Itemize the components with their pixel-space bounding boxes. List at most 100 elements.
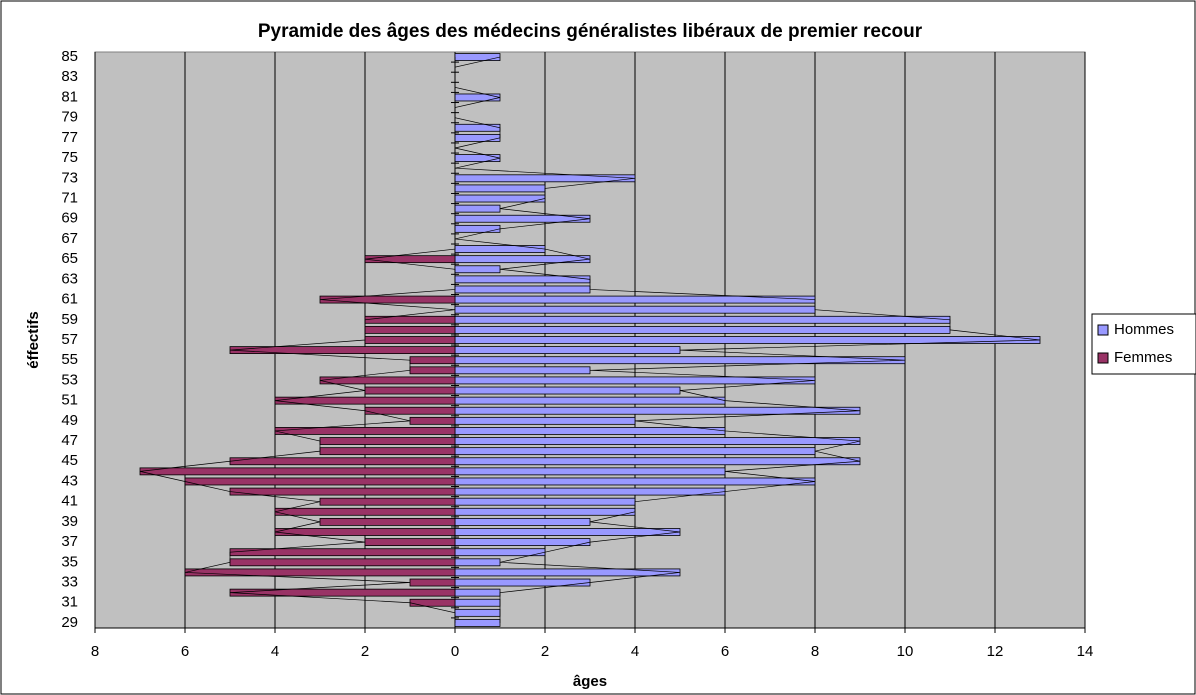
bar [454, 427, 726, 435]
bar [409, 598, 456, 607]
bar [454, 346, 681, 355]
series-line [139, 57, 456, 623]
bar [454, 619, 501, 627]
y-tick-label: 75 [61, 149, 78, 166]
bar [454, 487, 726, 496]
bar [454, 548, 546, 557]
series-line [454, 56, 1041, 623]
x-tick-label: 2 [361, 643, 369, 660]
y-tick-label: 41 [61, 493, 78, 510]
bar [274, 507, 456, 516]
bar [454, 123, 501, 132]
bar [409, 578, 456, 587]
x-tick-label: 14 [1077, 643, 1094, 660]
y-tick-label: 81 [61, 88, 78, 105]
y-tick-label: 35 [61, 553, 78, 570]
bar [229, 487, 456, 496]
bar [319, 295, 456, 304]
bar [454, 396, 726, 405]
bar [364, 386, 456, 395]
bar [454, 184, 546, 193]
bar [454, 477, 816, 486]
bar [364, 315, 456, 324]
bar [364, 336, 456, 344]
y-tick-label: 43 [61, 472, 78, 489]
y-tick-label: 37 [61, 533, 78, 550]
y-tick-label: 29 [61, 614, 78, 631]
legend-label: Hommes [1114, 321, 1174, 338]
legend-swatch [1097, 324, 1109, 336]
bar [454, 366, 591, 375]
y-tick-label: 51 [61, 392, 78, 409]
bar [409, 356, 456, 365]
bar [364, 325, 456, 334]
bar [454, 467, 726, 476]
bar [364, 538, 456, 547]
bar [454, 93, 501, 102]
x-axis-title: âges [573, 673, 607, 690]
y-tick-label: 79 [61, 109, 78, 126]
bar [454, 598, 501, 607]
y-tick-label: 45 [61, 452, 78, 469]
y-tick-label: 31 [61, 594, 78, 611]
bar [319, 437, 456, 445]
bar [229, 558, 456, 567]
bar [364, 406, 456, 415]
x-tick-label: 4 [271, 643, 279, 660]
x-tick-label: 8 [811, 643, 819, 660]
bar [454, 437, 861, 445]
bar [229, 588, 456, 597]
legend-label: Femmes [1114, 349, 1172, 366]
x-tick-label: 6 [181, 643, 189, 660]
bar [274, 528, 456, 536]
bar [229, 457, 456, 466]
y-tick-label: 69 [61, 210, 78, 227]
bar [454, 588, 501, 597]
legend [1091, 313, 1196, 375]
bar [454, 386, 681, 395]
x-tick-label: 2 [541, 643, 549, 660]
y-tick-label: 63 [61, 270, 78, 287]
bar [454, 517, 591, 526]
bar [454, 315, 951, 324]
bar [454, 568, 681, 577]
bar [454, 174, 636, 183]
legend-swatch [1097, 352, 1109, 364]
bar [454, 133, 501, 142]
y-tick-label: 55 [61, 351, 78, 368]
y-tick-label: 77 [61, 129, 78, 146]
y-tick-label: 33 [61, 573, 78, 590]
y-tick-label: 47 [61, 432, 78, 449]
x-tick-label: 12 [987, 643, 1004, 660]
bar [454, 497, 636, 506]
y-tick-label: 67 [61, 230, 78, 247]
bar [409, 366, 456, 375]
y-tick-label: 83 [61, 68, 78, 85]
chart-title: Pyramide des âges des médecins généralis… [258, 21, 923, 42]
bar [454, 447, 816, 456]
bar [454, 194, 546, 203]
bar [409, 416, 456, 425]
bar [364, 255, 456, 264]
bar [319, 517, 456, 526]
bar [454, 507, 636, 516]
bar [454, 457, 861, 466]
bar [454, 224, 501, 233]
y-tick-label: 73 [61, 169, 78, 186]
bar [454, 416, 636, 425]
y-tick-label: 61 [61, 291, 78, 308]
bar [139, 467, 456, 476]
bar [454, 53, 501, 61]
y-tick-label: 53 [61, 371, 78, 388]
bar [319, 447, 456, 456]
bar [454, 528, 681, 536]
x-tick-label: 10 [897, 643, 914, 660]
bar [454, 558, 501, 567]
bar [454, 204, 501, 213]
y-tick-label: 49 [61, 412, 78, 429]
y-tick-label: 65 [61, 250, 78, 267]
bar [454, 325, 951, 334]
x-tick-label: 6 [721, 643, 729, 660]
x-tick-label: 0 [451, 643, 459, 660]
